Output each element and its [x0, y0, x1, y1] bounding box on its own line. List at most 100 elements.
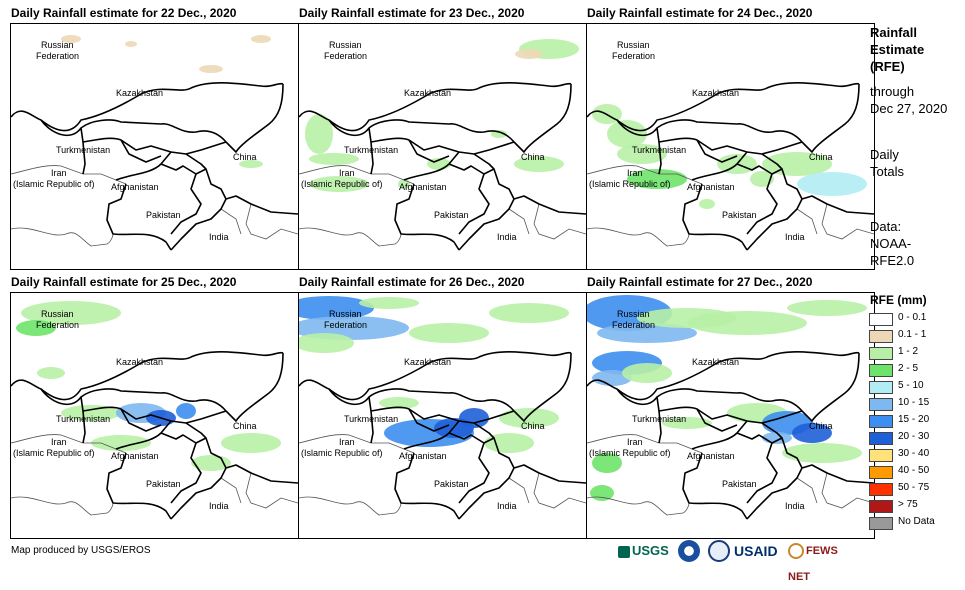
legend-swatch	[869, 483, 893, 496]
legend-label: 1 - 2	[898, 346, 919, 357]
country-label: Afghanistan	[399, 451, 447, 461]
country-label: China	[233, 421, 257, 431]
country-label: Pakistan	[434, 479, 469, 489]
country-label: Iran	[51, 437, 67, 447]
country-label: Iran	[339, 437, 355, 447]
country-label: (Islamic Republic of)	[13, 179, 95, 189]
sidebar-daily: Daily	[870, 147, 899, 162]
country-label: Turkmenistan	[56, 414, 110, 424]
sidebar-rainfall: Rainfall	[870, 25, 917, 40]
country-label: Russian	[617, 309, 650, 319]
country-label: Pakistan	[434, 210, 469, 220]
doc-seal-icon	[708, 540, 730, 562]
rainfall-patch	[622, 363, 672, 383]
country-label: Kazakhstan	[116, 357, 163, 367]
usaid-logo: USAID	[734, 543, 778, 559]
legend-label: 20 - 30	[898, 431, 930, 442]
rainfall-patch	[309, 153, 359, 165]
country-label: India	[785, 232, 805, 242]
country-label: (Islamic Republic of)	[589, 448, 671, 458]
rainfall-patch	[125, 41, 137, 47]
country-label: Federation	[612, 320, 655, 330]
rainfall-patch	[16, 320, 56, 336]
fewsnet-globe-icon	[788, 543, 804, 560]
sidebar-rfe: (RFE)	[870, 59, 905, 74]
rainfall-patch	[61, 405, 121, 421]
country-border	[587, 351, 874, 520]
country-label: China	[233, 152, 257, 162]
minor-border	[299, 165, 586, 247]
rainfall-patch	[309, 176, 369, 192]
country-label: Russian	[329, 40, 362, 50]
legend-label: 50 - 75	[898, 482, 930, 493]
country-border	[299, 351, 586, 520]
country-label: Kazakhstan	[404, 88, 451, 98]
country-label: China	[521, 421, 545, 431]
legend-swatch	[869, 517, 893, 530]
rainfall-patch	[199, 65, 223, 73]
panel-title-22: Daily Rainfall estimate for 22 Dec., 202…	[11, 6, 237, 20]
rainfall-patch	[491, 130, 507, 138]
minor-border	[299, 434, 586, 516]
country-label: Afghanistan	[111, 451, 159, 461]
country-label: Afghanistan	[399, 182, 447, 192]
rainfall-patch	[459, 408, 489, 428]
noaa-logo-icon	[678, 540, 700, 562]
fewsnet-logo: FEWS NET	[788, 543, 838, 583]
legend-label: 0 - 0.1	[898, 312, 927, 323]
country-label: Turkmenistan	[344, 414, 398, 424]
country-label: Kazakhstan	[116, 88, 163, 98]
country-label: Russian	[617, 40, 650, 50]
rainfall-patch	[687, 311, 807, 335]
rainfall-patch	[499, 408, 559, 428]
country-label: India	[497, 501, 517, 511]
panel-title-26: Daily Rainfall estimate for 26 Dec., 202…	[299, 275, 525, 289]
rainfall-patch	[221, 433, 281, 453]
panel-title-27: Daily Rainfall estimate for 27 Dec., 202…	[587, 275, 813, 289]
sidebar-data: Data:	[870, 219, 902, 234]
country-label: Pakistan	[146, 479, 181, 489]
country-label: Iran	[51, 168, 67, 178]
sidebar-totals: Totals	[870, 164, 904, 179]
map-panel-22: Russian Federation Kazakhstan Turkmenistan I…	[10, 23, 299, 270]
rainfall-patch	[251, 35, 271, 43]
map-credit: Map produced by USGS/EROS	[11, 545, 151, 556]
rainfall-patch	[359, 297, 419, 309]
country-label: China	[809, 421, 833, 431]
sidebar-through: through	[870, 84, 915, 99]
legend-label: 40 - 50	[898, 465, 930, 476]
legend-swatch	[869, 432, 893, 445]
panel-title-23: Daily Rainfall estimate for 23 Dec., 202…	[299, 6, 525, 20]
rainfall-patch	[379, 397, 419, 409]
usgs-wave-icon	[618, 545, 630, 558]
country-label: Kazakhstan	[404, 357, 451, 367]
logo-strip: USGS USAID FEWS NET	[618, 538, 858, 583]
legend-swatch	[869, 500, 893, 513]
legend-swatch	[869, 347, 893, 360]
country-label: Kazakhstan	[692, 88, 739, 98]
map-panel-27: Russian Federation Kazakhstan Turkmenistan I…	[586, 292, 875, 539]
usgs-logo: USGS	[618, 538, 669, 564]
minor-border	[587, 165, 874, 247]
rainfall-patch	[592, 453, 622, 473]
country-label: (Islamic Republic of)	[589, 179, 671, 189]
country-label: Afghanistan	[111, 182, 159, 192]
country-label: China	[521, 152, 545, 162]
country-border	[299, 82, 586, 251]
country-label: Turkmenistan	[632, 145, 686, 155]
panel-title-25: Daily Rainfall estimate for 25 Dec., 202…	[11, 275, 237, 289]
sidebar-noaa: NOAA-	[870, 236, 912, 251]
rainfall-patch	[61, 35, 81, 43]
rainfall-patch	[91, 435, 151, 451]
minor-border	[11, 165, 298, 247]
legend-label: No Data	[898, 516, 935, 527]
minor-border	[11, 434, 298, 516]
rainfall-patch	[176, 403, 196, 419]
country-border	[11, 82, 298, 251]
legend-label: 10 - 15	[898, 397, 930, 408]
legend-swatch	[869, 364, 893, 377]
country-label: Federation	[612, 51, 655, 61]
rainfall-patch	[750, 171, 774, 187]
